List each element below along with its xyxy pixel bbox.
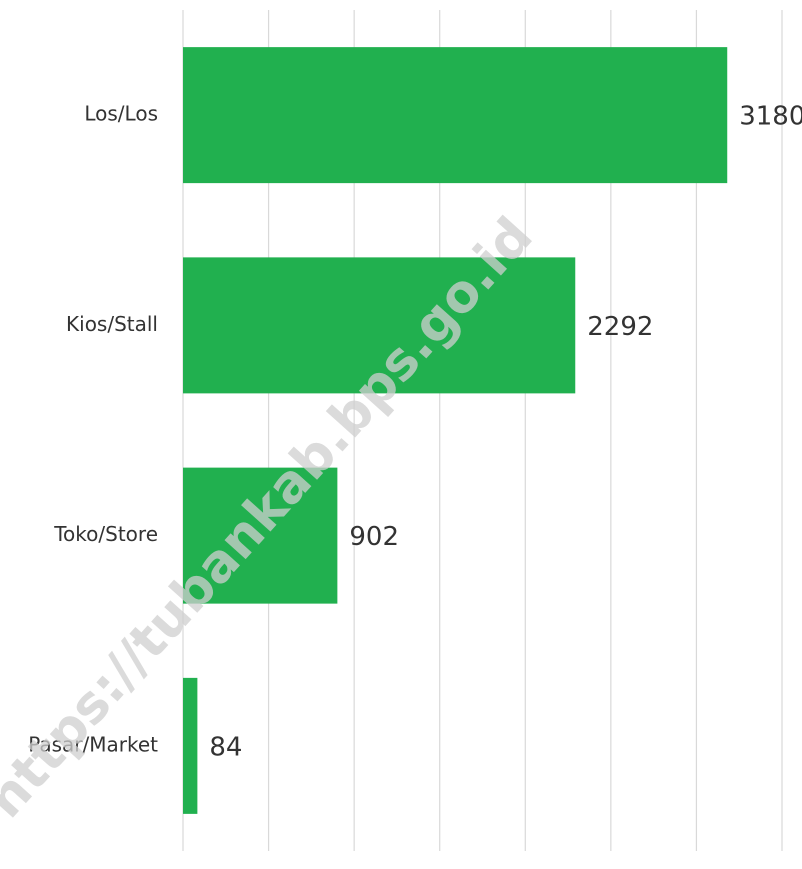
category-label: Kios/Stall: [66, 312, 158, 336]
value-label: 2292: [587, 312, 653, 342]
bar: [183, 47, 728, 184]
value-label: 3180: [739, 102, 802, 132]
bar: [183, 257, 576, 394]
category-label: Toko/Store: [53, 522, 158, 546]
value-label: 84: [209, 732, 242, 762]
category-label: Pasar/Market: [28, 732, 158, 756]
bar: [183, 677, 198, 814]
value-label: 902: [349, 522, 399, 552]
bars: Los/Los 3180 Kios/Stall 2292 Toko/Store 902 Pa…: [28, 47, 802, 814]
bar: [183, 467, 338, 604]
category-label: Los/Los: [84, 102, 158, 126]
